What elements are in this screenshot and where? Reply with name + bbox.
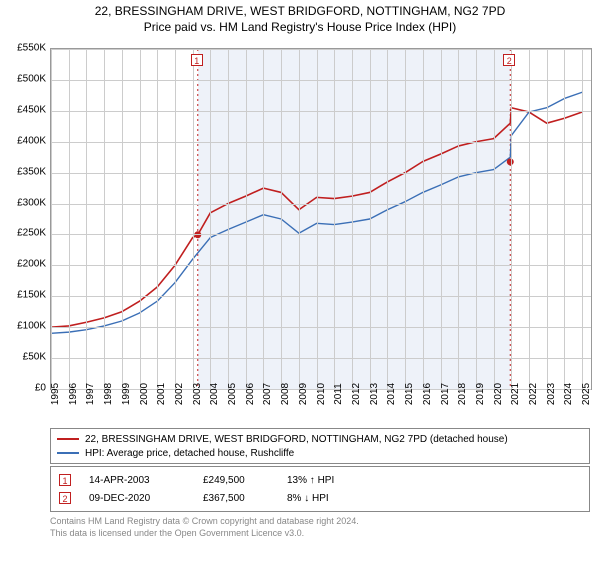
x-tick-label: 2017 xyxy=(440,383,451,405)
arrow-up-icon: ↑ xyxy=(310,475,315,486)
chart-subtitle: Price paid vs. HM Land Registry's House … xyxy=(0,20,600,34)
y-tick-label: £450K xyxy=(4,104,46,115)
x-tick-label: 2021 xyxy=(510,383,521,405)
legend-box: 22, BRESSINGHAM DRIVE, WEST BRIDGFORD, N… xyxy=(50,428,590,464)
x-tick-label: 2010 xyxy=(316,383,327,405)
sales-row-1: 1 14-APR-2003 £249,500 13% ↑ HPI xyxy=(59,471,581,489)
x-tick-label: 2011 xyxy=(333,383,344,405)
x-tick-label: 2007 xyxy=(262,383,273,405)
sale-marker-2: 2 xyxy=(503,54,515,66)
sales-row-2: 2 09-DEC-2020 £367,500 8% ↓ HPI xyxy=(59,489,581,507)
sales-diff-1: 13% ↑ HPI xyxy=(287,475,334,486)
y-tick-label: £0 xyxy=(4,383,46,394)
y-tick-label: £400K xyxy=(4,135,46,146)
y-tick-label: £300K xyxy=(4,197,46,208)
sales-marker-2: 2 xyxy=(59,492,71,504)
sales-diff-2: 8% ↓ HPI xyxy=(287,493,329,504)
sales-price-1: £249,500 xyxy=(203,475,273,486)
arrow-down-icon: ↓ xyxy=(304,493,309,504)
x-tick-label: 2012 xyxy=(351,383,362,405)
x-tick-label: 2000 xyxy=(139,383,150,405)
x-tick-label: 2004 xyxy=(209,383,220,405)
sales-date-2: 09-DEC-2020 xyxy=(89,493,189,504)
legend-label-hpi: HPI: Average price, detached house, Rush… xyxy=(85,448,294,459)
x-tick-label: 2019 xyxy=(475,383,486,405)
x-tick-label: 1995 xyxy=(50,383,61,405)
legend-swatch-hpi xyxy=(57,452,79,454)
x-tick-label: 1996 xyxy=(68,383,79,405)
x-tick-label: 2009 xyxy=(298,383,309,405)
sales-date-1: 14-APR-2003 xyxy=(89,475,189,486)
x-tick-label: 2003 xyxy=(192,383,203,405)
x-tick-label: 2006 xyxy=(245,383,256,405)
sale-marker-1: 1 xyxy=(191,54,203,66)
sales-table: 1 14-APR-2003 £249,500 13% ↑ HPI 2 09-DE… xyxy=(50,466,590,512)
x-tick-label: 2002 xyxy=(174,383,185,405)
sales-marker-1: 1 xyxy=(59,474,71,486)
x-tick-label: 1999 xyxy=(121,383,132,405)
y-tick-label: £550K xyxy=(4,43,46,54)
x-tick-label: 2001 xyxy=(156,383,167,405)
y-tick-label: £350K xyxy=(4,166,46,177)
legend-swatch-property xyxy=(57,438,79,440)
x-tick-label: 2014 xyxy=(386,383,397,405)
x-tick-label: 2018 xyxy=(457,383,468,405)
chart-title: 22, BRESSINGHAM DRIVE, WEST BRIDGFORD, N… xyxy=(0,4,600,18)
legend-row-hpi: HPI: Average price, detached house, Rush… xyxy=(57,446,583,460)
x-tick-label: 2020 xyxy=(493,383,504,405)
legend-row-property: 22, BRESSINGHAM DRIVE, WEST BRIDGFORD, N… xyxy=(57,432,583,446)
sales-price-2: £367,500 xyxy=(203,493,273,504)
x-tick-label: 2023 xyxy=(546,383,557,405)
y-tick-label: £500K xyxy=(4,73,46,84)
x-tick-label: 1998 xyxy=(103,383,114,405)
y-tick-label: £150K xyxy=(4,290,46,301)
y-tick-label: £50K xyxy=(4,352,46,363)
x-tick-label: 2008 xyxy=(280,383,291,405)
x-tick-label: 1997 xyxy=(85,383,96,405)
chart-lines-svg xyxy=(51,49,591,389)
x-tick-label: 2005 xyxy=(227,383,238,405)
y-tick-label: £200K xyxy=(4,259,46,270)
y-tick-label: £250K xyxy=(4,228,46,239)
x-tick-label: 2024 xyxy=(563,383,574,405)
x-tick-label: 2025 xyxy=(581,383,592,405)
x-tick-label: 2015 xyxy=(404,383,415,405)
y-tick-label: £100K xyxy=(4,321,46,332)
x-tick-label: 2016 xyxy=(422,383,433,405)
x-tick-label: 2022 xyxy=(528,383,539,405)
legend-label-property: 22, BRESSINGHAM DRIVE, WEST BRIDGFORD, N… xyxy=(85,434,508,445)
attribution-text: Contains HM Land Registry data © Crown c… xyxy=(50,516,359,539)
x-tick-label: 2013 xyxy=(369,383,380,405)
chart-plot-area xyxy=(50,48,592,390)
